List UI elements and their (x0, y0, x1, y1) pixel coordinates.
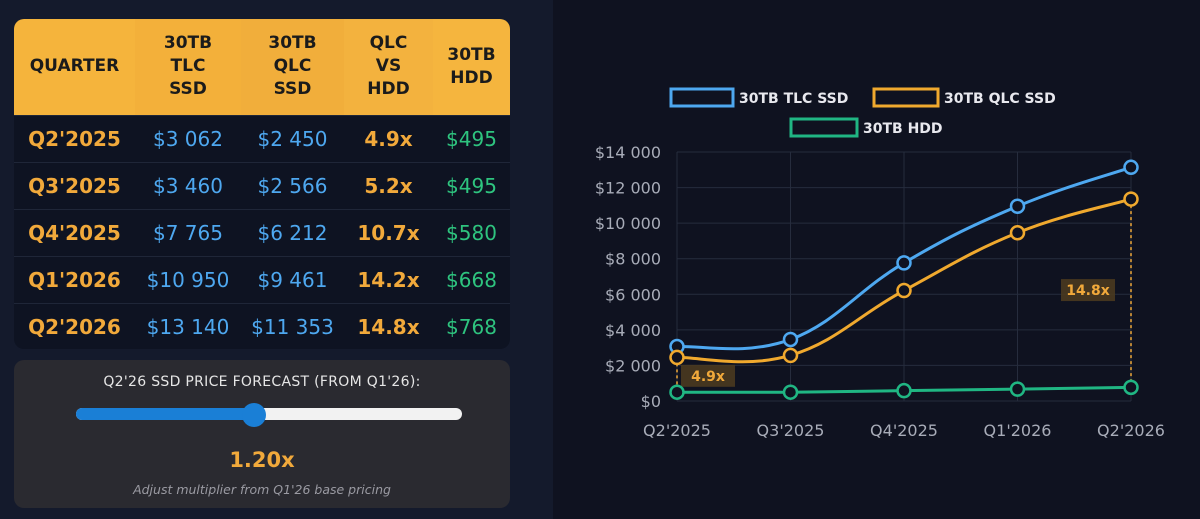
cell-qlc: $11 353 (251, 314, 334, 339)
data-point (896, 382, 912, 399)
cell-qlc: $9 461 (257, 267, 328, 292)
header-qlc-ssd: 30TB QLC SSD (241, 19, 344, 115)
cell-tlc: $13 140 (146, 314, 230, 339)
x-tick-label: Q2'2026 (1097, 421, 1165, 440)
data-point (1009, 381, 1026, 397)
legend-swatch (872, 87, 940, 108)
price-table: QUARTER 30TB TLC SSD 30TB QLC SSD QLC VS HDD 3… (14, 19, 510, 349)
cell-tlc: $7 765 (153, 220, 223, 245)
data-point (1009, 224, 1026, 241)
cell-quarter: Q3'2025 (28, 173, 121, 198)
y-tick-label: $4 000 (605, 321, 661, 340)
y-tick-label: $6 000 (605, 285, 661, 304)
legend-swatch (669, 87, 735, 108)
forecast-multiplier-value: 1.20x (229, 448, 295, 472)
legend-label: 30TB QLC SSD (944, 91, 1056, 107)
table-row: Q1'2026 $10 950 $9 461 14.2x $668 (14, 256, 510, 303)
cell-tlc: $3 062 (153, 126, 223, 151)
legend-label: 30TB HDD (863, 121, 943, 137)
header-tlc-ssd: 30TB TLC SSD (135, 19, 241, 115)
x-tick-label: Q4'2025 (870, 421, 938, 440)
cell-quarter: Q2'2025 (28, 126, 121, 151)
cell-hdd: $768 (446, 314, 497, 339)
cell-ratio: 5.2x (364, 173, 413, 198)
legend-label: 30TB TLC SSD (739, 91, 848, 107)
cell-quarter: Q4'2025 (28, 220, 121, 245)
table-header-row: QUARTER 30TB TLC SSD 30TB QLC SSD QLC VS HDD 3… (14, 19, 510, 115)
data-point (669, 349, 685, 366)
annotation-label: 14.8x (1066, 283, 1110, 299)
y-tick-label: $2 000 (605, 356, 661, 375)
y-tick-label: $10 000 (595, 214, 661, 233)
cell-hdd: $495 (446, 173, 497, 198)
forecast-panel: Q2'26 SSD PRICE FORECAST (FROM Q1'26): 1… (14, 360, 510, 508)
annotation-box (681, 364, 735, 387)
data-point (896, 255, 912, 271)
x-tick-label: Q1'2026 (984, 421, 1052, 440)
cell-qlc: $6 212 (257, 220, 328, 245)
y-tick-label: $14 000 (595, 143, 661, 162)
data-point (782, 384, 799, 400)
cell-tlc: $10 950 (146, 267, 230, 292)
chart-panel: $0 $2 000 $4 000 $6 000 $8 000 $10 000 $12 000… (553, 0, 1200, 519)
cell-hdd: $580 (446, 220, 497, 245)
cell-ratio: 4.9x (364, 126, 413, 151)
forecast-slider-track[interactable] (76, 408, 462, 420)
left-panel: QUARTER 30TB TLC SSD 30TB QLC SSD QLC VS HDD 3… (0, 0, 553, 519)
forecast-note: Adjust multiplier from Q1'26 base pricin… (133, 482, 391, 497)
annotation-box (1061, 279, 1115, 302)
x-tick-label: Q3'2025 (757, 421, 825, 440)
cell-hdd: $495 (446, 126, 497, 151)
forecast-title: Q2'26 SSD PRICE FORECAST (FROM Q1'26): (103, 374, 421, 390)
cell-quarter: Q1'2026 (28, 267, 121, 292)
price-line-chart: $0 $2 000 $4 000 $6 000 $8 000 $10 000 $12 000… (595, 87, 1165, 440)
cell-ratio: 14.8x (357, 314, 420, 339)
cell-qlc: $2 566 (257, 173, 328, 198)
cell-hdd: $668 (446, 267, 497, 292)
data-point (1123, 159, 1139, 176)
annotation-label: 4.9x (691, 369, 725, 385)
table-row: Q2'2025 $3 062 $2 450 4.9x $495 (14, 115, 510, 162)
data-point (782, 331, 799, 348)
x-tick-label: Q2'2025 (643, 421, 711, 440)
y-tick-label: $12 000 (595, 179, 661, 198)
cell-ratio: 10.7x (357, 220, 420, 245)
table-row: Q2'2026 $13 140 $11 353 14.8x $768 (14, 303, 510, 349)
data-point (896, 282, 912, 299)
header-hdd: 30TB HDD (433, 19, 510, 115)
data-point (669, 384, 685, 400)
data-point (1123, 191, 1139, 207)
legend-swatch (789, 117, 859, 138)
table-row: Q3'2025 $3 460 $2 566 5.2x $495 (14, 162, 510, 209)
data-point (1009, 198, 1026, 214)
data-point (1123, 379, 1139, 396)
header-quarter: QUARTER (14, 19, 135, 115)
cell-ratio: 14.2x (357, 267, 420, 292)
data-point (782, 347, 799, 364)
forecast-slider-fill (76, 408, 254, 420)
cell-tlc: $3 460 (153, 173, 223, 198)
table-row: Q4'2025 $7 765 $6 212 10.7x $580 (14, 209, 510, 256)
header-qlc-vs-hdd: QLC VS HDD (344, 19, 433, 115)
cell-quarter: Q2'2026 (28, 314, 121, 339)
y-tick-label: $0 (641, 392, 661, 411)
forecast-slider-thumb[interactable] (241, 403, 266, 427)
price-table-card: QUARTER 30TB TLC SSD 30TB QLC SSD QLC VS HDD 3… (14, 19, 510, 349)
cell-qlc: $2 450 (257, 126, 328, 151)
y-tick-label: $8 000 (605, 250, 661, 269)
